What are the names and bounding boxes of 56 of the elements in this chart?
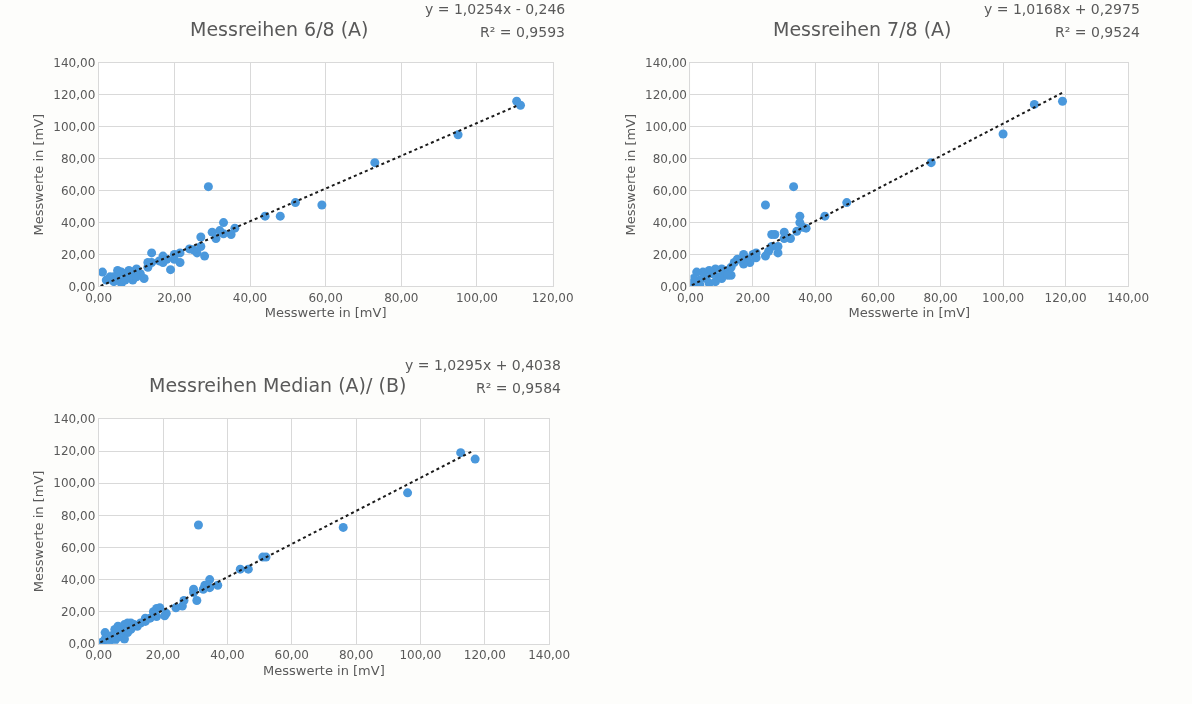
x-axis-title: Messwerte in [mV]	[263, 662, 385, 678]
x-tick-label: 140,00	[528, 648, 571, 663]
x-tick-label: 120,00	[531, 290, 574, 305]
text: y = 1,0168x + 0,2975	[984, 1, 1140, 17]
y-tick-label: 40,00	[60, 572, 96, 587]
chart-title: Messreihen Median (A)/ (B)	[149, 374, 407, 396]
x-tick-label: 100,00	[982, 290, 1025, 305]
x-tick-label: 120,00	[1044, 290, 1087, 305]
text: y = 1,0295x + 0,4038	[405, 357, 561, 373]
y-tick-label: 100,00	[53, 476, 96, 491]
x-tick-label: 20,00	[145, 648, 181, 663]
x-tick-label: 40,00	[232, 290, 268, 305]
y-tick-label: 60,00	[60, 183, 96, 198]
x-tick-label: 40,00	[798, 290, 833, 305]
y-axis-title: Messwerte in [mV]	[31, 470, 47, 593]
y-tick-label: 140,00	[53, 412, 96, 427]
x-tick-label: 20,00	[157, 290, 192, 305]
x-tick-label: 60,00	[274, 648, 309, 663]
y-tick-label: 20,00	[60, 247, 96, 262]
chart-title: Messreihen 7/8 (A)	[773, 18, 952, 40]
y-tick-label: 80,00	[652, 151, 688, 166]
text: R² = 0,9524	[1055, 24, 1141, 40]
y-tick-label: 20,00	[60, 604, 96, 619]
x-tick-label: 20,00	[735, 290, 771, 305]
x-tick-label: 120,00	[463, 648, 506, 663]
x-axis-title: Messwerte in [mV]	[264, 305, 387, 321]
text: R² = 0,9593	[480, 24, 565, 40]
x-tick-label: 140,00	[1107, 290, 1150, 305]
y-axis-title: Messwerte in [mV]	[31, 113, 47, 236]
x-tick-label: 40,00	[210, 648, 245, 663]
y-tick-label: 120,00	[53, 88, 96, 103]
y-tick-label: 100,00	[53, 119, 96, 134]
y-tick-label: 20,00	[652, 247, 688, 262]
y-tick-label: 80,00	[60, 151, 96, 166]
y-tick-label: 40,00	[652, 215, 688, 230]
text: y = 1,0254x - 0,246	[425, 1, 566, 17]
y-tick-label: 40,00	[60, 215, 96, 230]
y-tick-label: 60,00	[60, 540, 96, 555]
y-tick-label: 140,00	[645, 56, 688, 71]
y-axis-title: Messwerte in [mV]	[622, 113, 638, 236]
y-tick-label: 120,00	[53, 444, 96, 459]
text: R² = 0,9584	[476, 380, 562, 396]
x-tick-label: 100,00	[399, 648, 442, 663]
x-tick-label: 80,00	[384, 290, 419, 305]
x-axis-title: Messwerte in [mV]	[848, 305, 971, 321]
x-tick-label: 80,00	[923, 290, 958, 305]
chart-title: Messreihen 6/8 (A)	[190, 18, 369, 40]
x-tick-label: 100,00	[455, 290, 498, 305]
y-tick-label: 80,00	[60, 508, 96, 523]
x-tick-label: 60,00	[860, 290, 896, 305]
y-tick-label: 60,00	[652, 183, 688, 198]
y-tick-label: 100,00	[645, 119, 688, 134]
x-tick-label: 80,00	[338, 648, 374, 663]
x-tick-label: 60,00	[308, 290, 343, 305]
y-tick-label: 140,00	[53, 56, 96, 71]
y-tick-label: 120,00	[645, 88, 688, 103]
